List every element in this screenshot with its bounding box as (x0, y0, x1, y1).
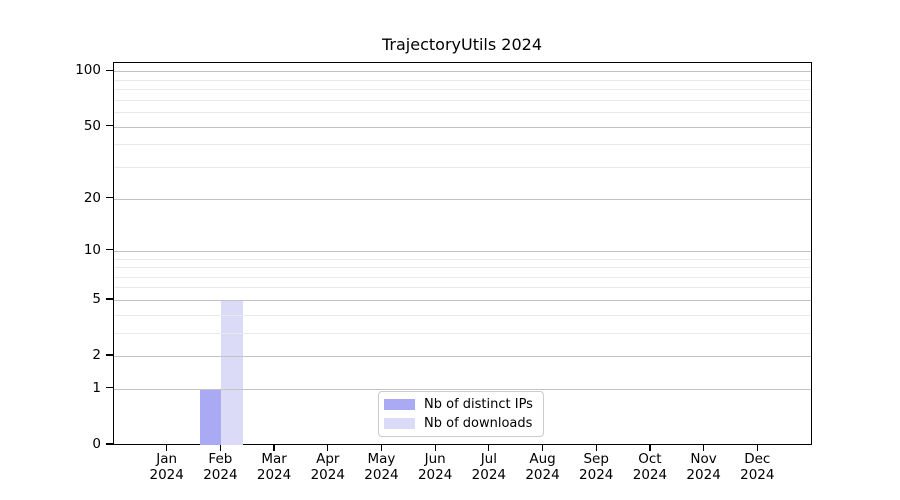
y-tick (106, 354, 113, 356)
chart-title: TrajectoryUtils 2024 (381, 35, 542, 54)
major-gridline (114, 250, 811, 252)
x-tick-month: Apr (316, 451, 340, 467)
x-tick-year: 2024 (579, 466, 614, 483)
bar (199, 388, 222, 445)
x-tick (649, 445, 651, 451)
x-tick-year: 2024 (632, 466, 668, 483)
y-tick-label: 50 (83, 117, 101, 134)
plot-area (113, 62, 812, 445)
minor-gridline (114, 276, 811, 278)
x-tick-label: Dec 2024 (725, 451, 789, 483)
x-tick (380, 445, 383, 451)
minor-gridline (114, 144, 811, 146)
x-tick (703, 445, 705, 451)
y-tick (106, 249, 113, 251)
x-tick-month: May (367, 451, 396, 467)
x-tick (219, 445, 221, 451)
y-tick (106, 443, 113, 445)
y-tick (106, 298, 113, 300)
minor-gridline (114, 89, 811, 91)
x-tick-year: 2024 (203, 466, 238, 483)
x-tick-month: Dec (744, 451, 771, 467)
x-tick-label: Oct 2024 (618, 451, 682, 483)
minor-gridline (114, 99, 811, 101)
y-tick-label: 1 (92, 379, 101, 396)
y-tick (106, 387, 113, 389)
legend-entry: Nb of distinct IPs (384, 395, 537, 414)
x-tick (756, 445, 758, 451)
legend-swatch (384, 418, 415, 429)
minor-gridline (114, 267, 811, 269)
bar (221, 299, 244, 445)
x-tick-year: 2024 (256, 466, 292, 483)
legend-label: Nb of downloads (424, 416, 533, 431)
x-tick-label: Sep 2024 (564, 451, 628, 483)
x-tick-month: Jan (156, 451, 178, 467)
x-tick (166, 445, 168, 451)
minor-gridline (114, 287, 811, 289)
major-gridline (114, 388, 811, 390)
y-tick-label: 0 (92, 436, 101, 452)
y-tick-label: 20 (83, 189, 101, 206)
x-tick-year: 2024 (417, 466, 453, 483)
x-tick-year: 2024 (686, 466, 721, 483)
x-tick (541, 445, 544, 451)
legend-box: Nb of distinct IPs Nb of downloads (378, 391, 544, 437)
x-tick-label: Jun 2024 (403, 451, 467, 483)
x-tick (488, 445, 490, 451)
x-tick-year: 2024 (740, 466, 775, 483)
y-tick (106, 125, 113, 127)
major-gridline (114, 356, 811, 358)
major-gridline (114, 71, 811, 73)
x-tick-month: Oct (638, 451, 662, 467)
major-gridline (114, 126, 811, 128)
x-tick-year: 2024 (149, 466, 184, 483)
x-tick-label: Aug 2024 (511, 451, 575, 483)
x-tick-year: 2024 (525, 466, 560, 483)
x-tick-month: Mar (261, 451, 287, 467)
x-tick-year: 2024 (310, 466, 345, 483)
y-tick-label: 5 (92, 290, 101, 307)
minor-gridline (114, 112, 811, 114)
y-tick-label: 10 (83, 241, 101, 258)
y-tick (106, 69, 113, 71)
x-tick-year: 2024 (364, 466, 399, 483)
x-tick-month: Sep (583, 451, 609, 467)
minor-gridline (114, 258, 811, 260)
x-tick-label: Jul 2024 (457, 451, 521, 483)
x-tick-month: Jul (480, 451, 497, 467)
x-tick (595, 445, 597, 451)
x-tick (327, 445, 329, 451)
x-tick-label: Jan 2024 (135, 451, 199, 483)
x-tick-label: Mar 2024 (242, 451, 306, 483)
x-tick-label: Feb 2024 (188, 451, 252, 483)
minor-gridline (114, 79, 811, 81)
minor-gridline (114, 314, 811, 316)
legend-label: Nb of distinct IPs (424, 397, 533, 412)
x-tick (434, 445, 436, 451)
x-tick-year: 2024 (471, 466, 507, 483)
minor-gridline (114, 166, 811, 168)
major-gridline (114, 198, 811, 200)
legend-swatch (384, 399, 415, 410)
x-tick-month: Feb (208, 451, 233, 467)
x-tick-label: Nov 2024 (672, 451, 736, 483)
y-tick (106, 196, 113, 199)
x-tick-label: May 2024 (349, 451, 413, 483)
major-gridline (114, 299, 811, 301)
x-tick-label: Apr 2024 (296, 451, 360, 483)
legend-entry: Nb of downloads (384, 414, 537, 433)
x-tick-month: Nov (690, 451, 717, 467)
y-tick-label: 2 (92, 347, 101, 364)
minor-gridline (114, 332, 811, 334)
y-tick-label: 100 (75, 62, 101, 79)
x-tick (273, 445, 275, 451)
x-tick-month: Aug (529, 451, 556, 467)
x-tick-month: Jun (424, 451, 446, 467)
